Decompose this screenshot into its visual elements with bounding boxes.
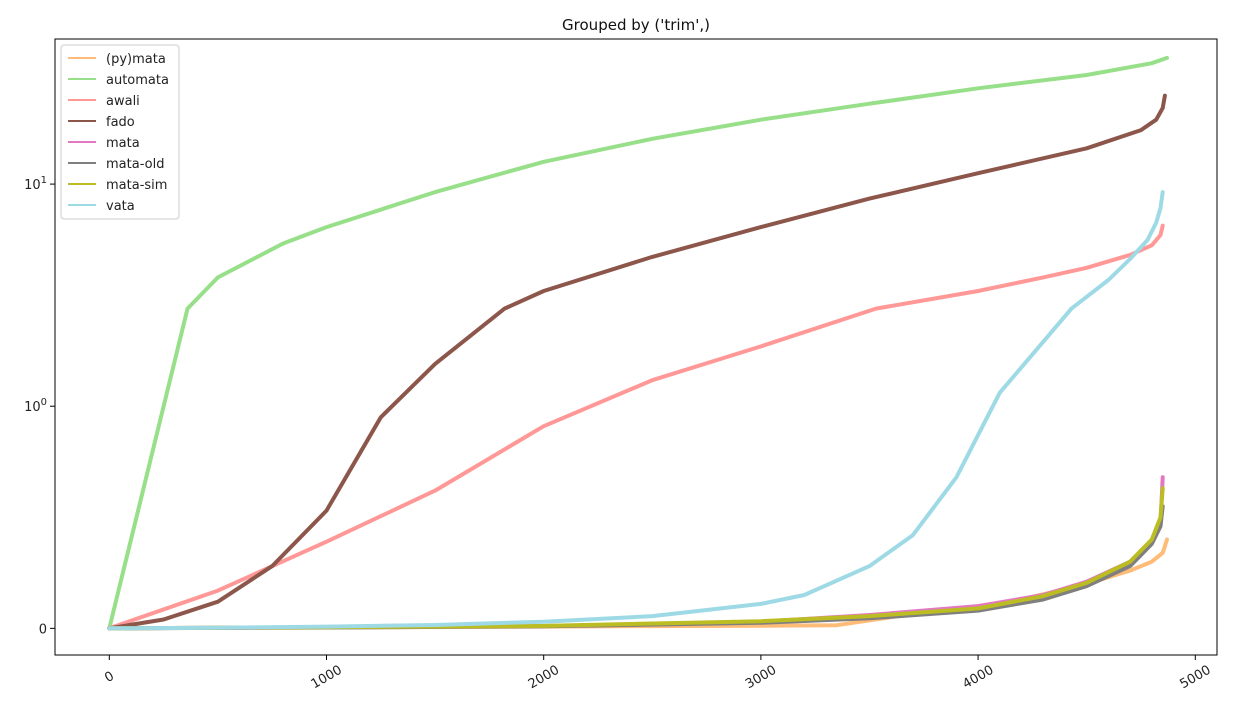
legend-box — [60, 44, 180, 220]
legend-label: fado — [106, 115, 135, 130]
y-tick-base: 10 — [24, 178, 41, 193]
y-tick-base: 10 — [24, 400, 41, 415]
x-tick-label: 5000 — [1177, 663, 1213, 693]
series-line-fado — [107, 93, 1167, 631]
y-tick-label: 101 — [24, 175, 47, 193]
series-line-automata — [107, 55, 1169, 631]
x-tick-label: 4000 — [960, 663, 996, 693]
y-tick-exponent: 0 — [41, 397, 47, 408]
series-line-awali — [107, 223, 1165, 631]
x-axis: 0 1000 2000 3000 4000 5000 — [102, 655, 1214, 693]
x-tick-label: 3000 — [743, 663, 779, 693]
legend-label: mata-sim — [106, 178, 167, 193]
y-tick-label: 100 — [24, 397, 47, 415]
y-tick-base: 0 — [39, 622, 47, 637]
x-tick-label: 0 — [102, 669, 117, 686]
legend-label: mata-old — [106, 157, 164, 172]
plot-frame — [54, 38, 1218, 656]
legend-label: automata — [106, 73, 169, 88]
series-line-mata-sim — [107, 486, 1165, 631]
series-line-vata — [107, 190, 1165, 631]
legend-label: (py)mata — [106, 52, 166, 67]
y-tick-label: 0 — [39, 622, 47, 637]
legend: (py)mata automata awali fado mata mata-old mat… — [60, 44, 180, 220]
y-tick-exponent: 1 — [41, 175, 47, 186]
legend-label: awali — [106, 94, 140, 109]
legend-label: vata — [106, 199, 135, 214]
legend-label: mata — [106, 136, 140, 151]
x-tick-label: 1000 — [309, 663, 345, 693]
chart-title: Grouped by ('trim',) — [562, 16, 710, 34]
x-tick-label: 2000 — [526, 663, 562, 693]
series-layer — [107, 55, 1169, 631]
